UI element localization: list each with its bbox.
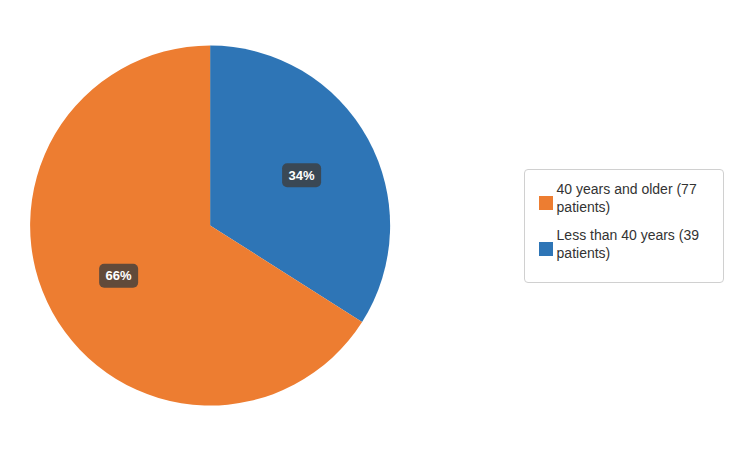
svg-text:34%: 34% [289,168,315,183]
svg-text:66%: 66% [106,268,132,283]
html-text:Less than 40 years (39 patient: Less than 40 years (39 patients) [556,226,699,261]
html-text:40 years and older (77 patient: 40 years and older (77 patients) [556,180,697,215]
